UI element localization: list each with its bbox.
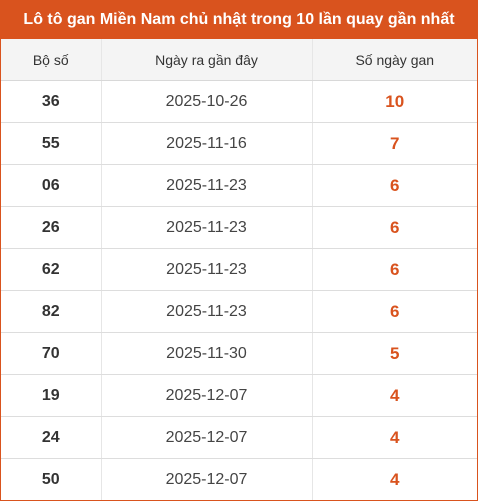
table-row: 70 2025-11-30 5 [1, 332, 477, 375]
column-header-days: Số ngày gan [311, 39, 477, 81]
cell-days: 6 [311, 248, 477, 291]
cell-date: 2025-12-07 [100, 416, 312, 459]
cell-date: 2025-11-16 [100, 122, 312, 165]
cell-date: 2025-11-30 [100, 332, 312, 375]
table-row: 36 2025-10-26 10 [1, 80, 477, 123]
column-header-number: Bộ số [1, 39, 101, 81]
table-header-row: Bộ số Ngày ra gần đây Số ngày gan [1, 39, 477, 81]
cell-days: 4 [311, 416, 477, 459]
table-row: 26 2025-11-23 6 [1, 206, 477, 249]
cell-days: 7 [311, 122, 477, 165]
cell-number: 62 [1, 248, 101, 291]
table-row: 55 2025-11-16 7 [1, 122, 477, 165]
cell-date: 2025-12-07 [100, 374, 312, 417]
cell-number: 50 [41, 470, 60, 488]
cell-days: 5 [311, 332, 477, 375]
cell-date: 2025-11-23 [100, 206, 312, 249]
cell-number: 24 [1, 416, 101, 459]
table-row: 82 2025-11-23 6 [1, 290, 477, 333]
cell-number: 26 [1, 206, 101, 249]
cell-number: 06 [1, 164, 101, 207]
cell-days: 10 [311, 80, 477, 123]
panel-title: Lô tô gan Miền Nam chủ nhật trong 10 lần… [1, 1, 477, 39]
cell-number: 55 [1, 122, 101, 165]
cell-date: 2025-10-26 [100, 80, 312, 123]
cell-date: 2025-11-23 [100, 248, 312, 291]
cell-number: 19 [1, 374, 101, 417]
cell-days: 4 [311, 374, 477, 417]
cell-days: 6 [311, 290, 477, 333]
cell-number: 82 [1, 290, 101, 333]
cell-number: 70 [1, 332, 101, 375]
stats-table: Bộ số Ngày ra gần đây Số ngày gan 36 202… [1, 39, 477, 500]
cell-days: 4 [311, 458, 477, 500]
table-row: 50 2025-12-07 4 [1, 458, 477, 500]
column-header-date: Ngày ra gần đây [100, 39, 312, 81]
cell-date: 2025-11-23 [100, 290, 312, 333]
table-row: 24 2025-12-07 4 [1, 416, 477, 459]
cell-number: 36 [1, 80, 101, 123]
cell-days: 6 [311, 206, 477, 249]
cell-date: 2025-11-23 [100, 164, 312, 207]
table-row: 19 2025-12-07 4 [1, 374, 477, 417]
table-row: 62 2025-11-23 6 [1, 248, 477, 291]
table-row: 06 2025-11-23 6 [1, 164, 477, 207]
cell-days: 6 [311, 164, 477, 207]
cell-date: 2025-12-07 [100, 458, 312, 500]
